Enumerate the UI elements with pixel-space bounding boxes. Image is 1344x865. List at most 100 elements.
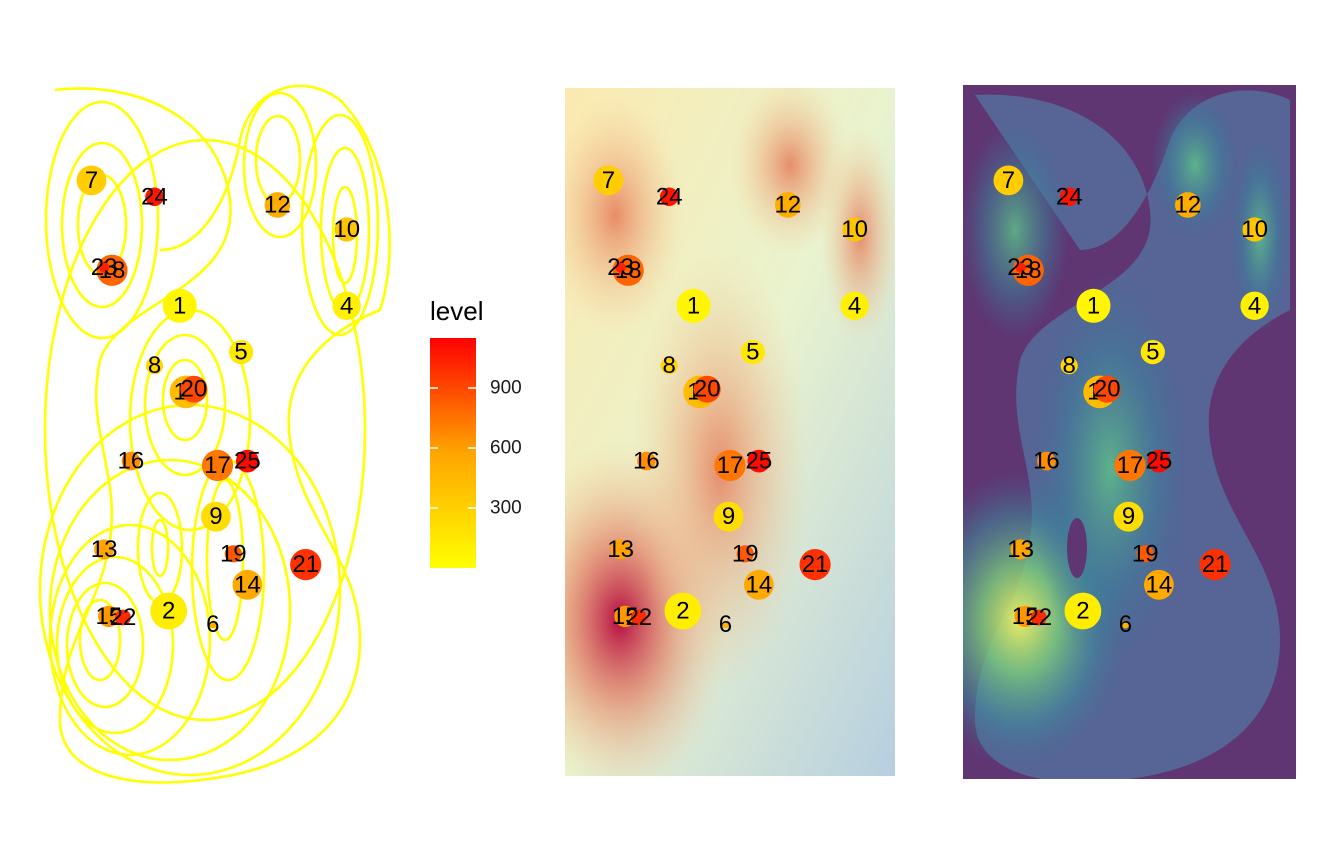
point-2: [1064, 592, 1102, 630]
point-17: [201, 449, 234, 482]
contour-line: [143, 333, 227, 477]
point-8: [1060, 357, 1078, 375]
point-7: [593, 165, 624, 196]
density-blob: [730, 88, 850, 255]
point-15: [98, 605, 120, 628]
contour-line: [242, 91, 318, 239]
point-label-21: 21: [292, 551, 319, 578]
point-4: [1240, 291, 1269, 320]
filled-region: [963, 120, 1070, 340]
point-17: [714, 449, 746, 482]
point-label-9: 9: [209, 503, 222, 530]
contour-line: [60, 141, 144, 309]
point-label-1: 1: [1087, 292, 1100, 319]
points-layer: 1234567891011121314151617181920212223242…: [593, 165, 869, 638]
point-label-10: 10: [1241, 216, 1268, 243]
point-label-13: 13: [1007, 536, 1034, 563]
point-8: [660, 357, 678, 375]
point-label-13: 13: [607, 536, 634, 563]
point-5: [229, 340, 254, 365]
point-label-7: 7: [602, 167, 615, 194]
points-layer: 1234567891011121314151617181920212223242…: [993, 165, 1269, 638]
panel-contour: 1234567891011121314151617181920212223242…: [38, 84, 391, 784]
point-22: [115, 609, 131, 626]
point-label-24: 24: [141, 183, 168, 210]
point-24: [659, 187, 679, 207]
contour-line: [78, 598, 122, 682]
contour-line: [128, 308, 252, 532]
density-blob: [565, 95, 685, 335]
point-label-2: 2: [1076, 598, 1089, 625]
point-4: [840, 291, 869, 320]
point-12: [264, 192, 291, 218]
point-21: [1199, 549, 1231, 581]
legend: level 300 600 900: [430, 296, 522, 568]
point-label-22: 22: [625, 604, 652, 631]
point-19: [1136, 545, 1154, 563]
point-label-12: 12: [264, 191, 291, 218]
point-22: [1030, 609, 1047, 626]
point-label-2: 2: [162, 598, 175, 625]
point-label-17: 17: [204, 452, 231, 479]
point-1: [676, 288, 711, 323]
point-16: [121, 451, 141, 471]
contour-line: [48, 523, 212, 757]
point-21: [290, 549, 322, 581]
point-label-5: 5: [746, 339, 759, 366]
point-9: [1113, 501, 1144, 532]
point-17: [1114, 449, 1146, 482]
point-13: [610, 539, 631, 560]
point-label-20: 20: [1094, 376, 1121, 403]
point-label-9: 9: [1122, 503, 1135, 530]
point-12: [1175, 192, 1201, 218]
point-10: [334, 217, 359, 242]
point-1: [162, 288, 197, 323]
legend-tick-label: 900: [490, 378, 522, 399]
point-6: [209, 620, 217, 629]
point-20: [1093, 375, 1121, 403]
point-label-5: 5: [234, 339, 247, 366]
point-label-16: 16: [1033, 448, 1060, 475]
contour-line: [43, 138, 367, 722]
legend-tick-label: 600: [490, 438, 522, 459]
point-label-14: 14: [1146, 571, 1173, 598]
filled-region: [1067, 518, 1087, 578]
contour-line: [150, 518, 170, 578]
point-label-5: 5: [1146, 339, 1159, 366]
point-label-21: 21: [1202, 551, 1229, 578]
legend-title: level: [430, 296, 483, 326]
contour-line: [54, 84, 391, 784]
point-15: [614, 605, 636, 628]
point-label-12: 12: [1174, 191, 1201, 218]
point-18: [612, 254, 644, 286]
point-label-24: 24: [1056, 183, 1083, 210]
contour-line: [136, 491, 184, 605]
contour-line: [190, 458, 266, 682]
point-label-13: 13: [91, 536, 118, 563]
point-label-17: 17: [717, 452, 744, 479]
filled-contours: [963, 90, 1290, 779]
point-16: [1037, 451, 1056, 471]
point-label-7: 7: [1002, 167, 1015, 194]
contour-line: [205, 478, 245, 642]
point-20: [693, 375, 721, 403]
point-20: [180, 375, 208, 403]
point-label-16: 16: [633, 448, 660, 475]
point-label-25: 25: [234, 448, 261, 475]
point-15: [1014, 605, 1036, 628]
point-25: [236, 449, 259, 473]
point-label-23: 23: [1007, 254, 1034, 281]
point-6: [1121, 620, 1130, 629]
point-24: [1059, 187, 1079, 207]
point-label-20: 20: [181, 376, 208, 403]
point-label-20: 20: [694, 376, 721, 403]
point-label-19: 19: [732, 540, 759, 567]
point-label-10: 10: [333, 216, 360, 243]
point-label-8: 8: [1063, 352, 1076, 379]
point-19: [224, 545, 242, 563]
point-label-1: 1: [687, 292, 700, 319]
point-1: [1076, 288, 1111, 323]
panel-density-raster: 1234567891011121314151617181920212223242…: [565, 88, 895, 776]
point-label-19: 19: [1132, 540, 1159, 567]
